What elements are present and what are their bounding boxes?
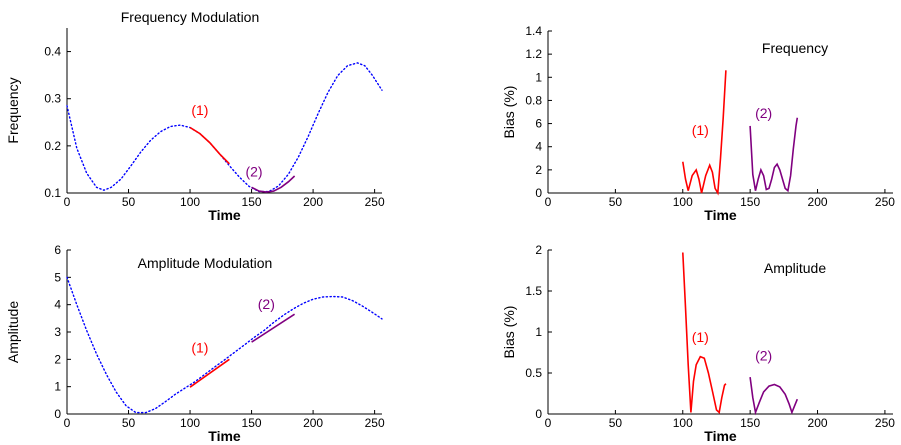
chart-fm: 0 50 100 150 200 250 0.1 0.2 0.3 0.4 Time Frequency… [5, 9, 385, 223]
annotation-label: (1) [191, 102, 208, 118]
x-tick-label: 250 [875, 416, 895, 430]
y-tick-label: 2 [535, 163, 542, 177]
y-tick-label: 2 [535, 243, 542, 257]
y-tick-label: 1 [54, 380, 61, 394]
y-tick-label: 0.8 [525, 93, 542, 107]
y-tick-label: 0.3 [44, 92, 61, 106]
x-tick-label: 150 [740, 416, 760, 430]
x-tick-label: 50 [609, 416, 623, 430]
annotation-label: (2) [245, 164, 262, 180]
chart-am: 0 50 100 150 200 250 0 1 2 3 4 5 6 Time Amplitude Ampli… [5, 243, 385, 444]
series-line-1 [682, 252, 727, 414]
y-tick-label: 0 [535, 407, 542, 421]
series-line-1 [66, 276, 383, 414]
x-tick-label: 250 [365, 195, 385, 209]
y-tick-label: 4 [54, 298, 61, 312]
x-axis-title: Time [208, 207, 241, 223]
y-tick-label: 0 [54, 407, 61, 421]
y-tick-label: 0.4 [44, 45, 61, 59]
y-tick-label: 6 [54, 243, 61, 257]
x-tick-label: 50 [122, 416, 136, 430]
y-tick-label: 1.4 [525, 24, 542, 38]
x-tick-label: 250 [365, 416, 385, 430]
chart-abias: 0 50 100 150 200 250 0 0.5 1 1.5 2 Time Bias (%) Ampl… [501, 243, 895, 444]
annotation-label: (2) [258, 296, 275, 312]
x-tick-label: 200 [808, 416, 828, 430]
annotation-label: (1) [692, 329, 709, 345]
y-tick-label: 0.1 [44, 186, 61, 200]
series-line-2 [189, 126, 230, 165]
y-tick-label: 3 [54, 325, 61, 339]
chart-title: Frequency Modulation [121, 9, 260, 25]
y-tick-label: 6 [535, 117, 542, 131]
series-line-2 [189, 358, 230, 388]
chart-fbias: 0 50 100 150 200 250 0 2 4 6 0.8 1 1.2 1.4 Time Bias (%… [501, 24, 895, 223]
chart-title: Frequency [762, 40, 828, 56]
series-line-1 [682, 70, 727, 196]
x-tick-label: 50 [609, 195, 623, 209]
y-tick-label: 0.5 [525, 366, 542, 380]
y-tick-label: 1.5 [525, 284, 542, 298]
y-tick-label: 4 [535, 140, 542, 154]
y-axis-title: Bias (%) [501, 86, 517, 139]
x-tick-label: 0 [64, 416, 71, 430]
y-tick-label: 5 [54, 270, 61, 284]
x-tick-label: 200 [303, 416, 323, 430]
series-line-2 [749, 376, 799, 416]
x-tick-label: 0 [64, 195, 71, 209]
y-tick-label: 0 [535, 186, 542, 200]
series-line-2 [749, 117, 799, 193]
x-tick-label: 150 [242, 416, 262, 430]
x-tick-label: 100 [180, 195, 200, 209]
x-tick-label: 100 [673, 416, 693, 430]
annotation-label: (2) [755, 348, 772, 364]
y-tick-label: 0.2 [44, 139, 61, 153]
y-tick-label: 1 [535, 70, 542, 84]
x-tick-label: 150 [740, 195, 760, 209]
x-tick-label: 100 [673, 195, 693, 209]
y-axis-title: Bias (%) [501, 306, 517, 359]
annotation-label: (1) [191, 340, 208, 356]
series-line-3 [251, 175, 296, 193]
x-tick-label: 100 [180, 416, 200, 430]
y-axis-title: Frequency [5, 77, 21, 143]
x-tick-label: 200 [303, 195, 323, 209]
series-line-1 [66, 62, 383, 193]
series-line-3 [251, 313, 296, 343]
x-tick-label: 50 [122, 195, 136, 209]
y-axis-title: Amplitude [5, 301, 21, 363]
x-tick-label: 250 [875, 195, 895, 209]
x-axis-title: Time [208, 428, 241, 444]
y-tick-label: 2 [54, 352, 61, 366]
y-tick-label: 1 [535, 325, 542, 339]
x-tick-label: 0 [545, 195, 552, 209]
annotation-label: (2) [755, 105, 772, 121]
x-tick-label: 150 [242, 195, 262, 209]
chart-title: Amplitude Modulation [138, 255, 273, 271]
chart-title: Amplitude [764, 260, 826, 276]
x-axis-title: Time [704, 207, 737, 223]
x-tick-label: 0 [545, 416, 552, 430]
y-tick-label: 1.2 [525, 47, 542, 61]
x-tick-label: 200 [808, 195, 828, 209]
x-axis-title: Time [704, 428, 737, 444]
annotation-label: (1) [692, 122, 709, 138]
